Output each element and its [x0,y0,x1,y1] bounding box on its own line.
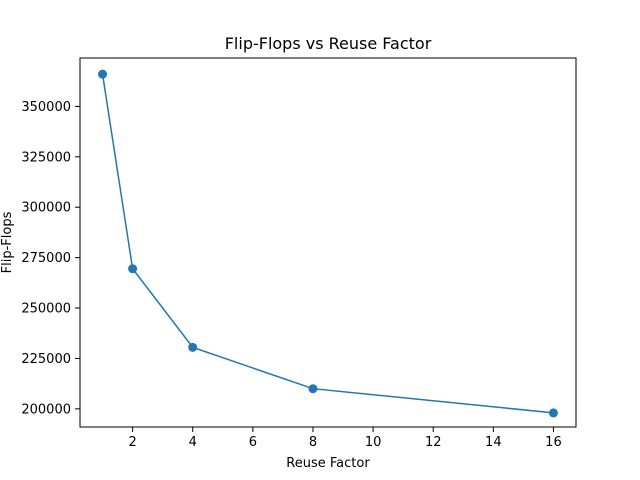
y-tick-label: 350000 [21,100,71,115]
x-tick-label: 12 [425,435,442,450]
data-point [548,408,558,418]
y-tick-label: 225000 [21,352,71,367]
y-axis: 200000 225000 250000 275000 300000 325000 3500… [21,100,80,417]
chart-title: Flip-Flops vs Reuse Factor [225,34,432,53]
plot-area [79,57,577,428]
x-tick-label: 4 [189,435,197,450]
data-point [98,69,108,79]
y-axis-label: Flip-Flops [0,211,15,273]
data-point [188,342,198,352]
series-layer [98,69,558,418]
y-tick-label: 275000 [21,251,71,266]
x-axis-label: Reuse Factor [286,456,370,471]
y-tick-label: 250000 [21,302,71,317]
x-tick-label: 2 [128,435,136,450]
x-tick-label: 6 [249,435,257,450]
y-tick-label: 200000 [21,402,71,417]
y-tick-label: 300000 [21,201,71,216]
x-tick-label: 16 [545,435,562,450]
x-axis: 2 4 6 8 10 12 14 16 [128,427,562,450]
x-tick-label: 10 [365,435,382,450]
y-tick-label: 325000 [21,150,71,165]
x-tick-label: 14 [485,435,502,450]
data-point [128,264,138,274]
data-point [308,384,318,394]
x-tick-label: 8 [309,435,317,450]
